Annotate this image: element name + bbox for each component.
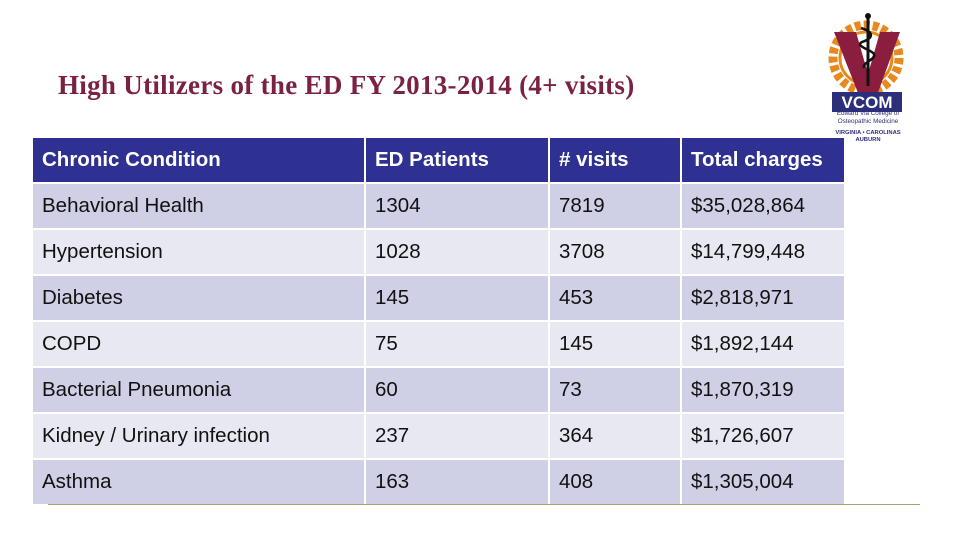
visits-cell: 408 (549, 459, 682, 506)
table-header-row: Chronic Condition ED Patients # visits T… (33, 138, 846, 184)
visits-cell: 73 (549, 367, 682, 414)
caduceus-icon (858, 13, 876, 86)
table-row: Diabetes 145 453 $2,818,971 (33, 275, 846, 322)
v-letter (834, 32, 900, 98)
table-row: Bacterial Pneumonia 60 73 $1,870,319 (33, 367, 846, 414)
table-row: Hypertension 1028 3708 $14,799,448 (33, 229, 846, 276)
logo-campus-line1: VIRGINIA • CAROLINAS (835, 130, 901, 136)
charges-cell: $14,799,448 (681, 229, 846, 276)
condition-cell: Kidney / Urinary infection (33, 413, 366, 460)
charges-cell: $35,028,864 (681, 183, 846, 230)
charges-cell: $1,726,607 (681, 413, 846, 460)
logo-college-line1: Edward Via College of (836, 110, 900, 117)
table-row: COPD 75 145 $1,892,144 (33, 321, 846, 368)
visits-cell: 453 (549, 275, 682, 322)
condition-cell: Behavioral Health (33, 183, 366, 230)
patients-cell: 75 (365, 321, 550, 368)
visits-cell: 3708 (549, 229, 682, 276)
column-header-visits: # visits (549, 138, 682, 184)
table-row: Behavioral Health 1304 7819 $35,028,864 (33, 183, 846, 230)
column-header-chronic-condition: Chronic Condition (33, 138, 366, 184)
patients-cell: 1304 (365, 183, 550, 230)
column-header-ed-patients: ED Patients (365, 138, 550, 184)
visits-cell: 145 (549, 321, 682, 368)
condition-cell: Diabetes (33, 275, 366, 322)
footer-divider (48, 504, 920, 505)
table-row: Kidney / Urinary infection 237 364 $1,72… (33, 413, 846, 460)
condition-cell: Bacterial Pneumonia (33, 367, 366, 414)
condition-cell: Hypertension (33, 229, 366, 276)
patients-cell: 237 (365, 413, 550, 460)
column-header-total-charges: Total charges (681, 138, 846, 184)
high-utilizers-table: Chronic Condition ED Patients # visits T… (33, 138, 846, 506)
patients-cell: 163 (365, 459, 550, 506)
logo-college-line2: Osteopathic Medicine (837, 118, 899, 125)
visits-cell: 7819 (549, 183, 682, 230)
patients-cell: 60 (365, 367, 550, 414)
logo-campus-line2: AUBURN (855, 137, 881, 143)
logo-wordmark: VCOM (842, 93, 893, 112)
patients-cell: 145 (365, 275, 550, 322)
visits-cell: 364 (549, 413, 682, 460)
condition-cell: COPD (33, 321, 366, 368)
charges-cell: $1,892,144 (681, 321, 846, 368)
table-row: Asthma 163 408 $1,305,004 (33, 459, 846, 506)
vcom-logo: VCOM (828, 13, 904, 112)
charges-cell: $1,305,004 (681, 459, 846, 506)
patients-cell: 1028 (365, 229, 550, 276)
condition-cell: Asthma (33, 459, 366, 506)
slide-title: High Utilizers of the ED FY 2013-2014 (4… (58, 70, 635, 100)
charges-cell: $2,818,971 (681, 275, 846, 322)
charges-cell: $1,870,319 (681, 367, 846, 414)
